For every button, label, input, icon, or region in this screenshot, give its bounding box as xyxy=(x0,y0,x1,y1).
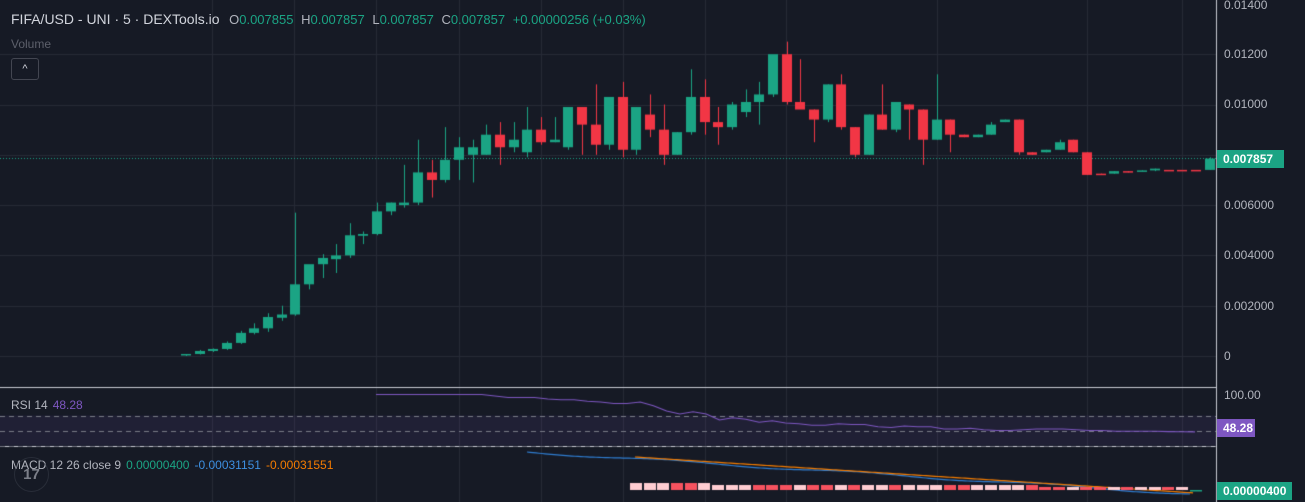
high-value: 0.007857 xyxy=(310,12,365,27)
change-value: +0.00000256 (+0.03%) xyxy=(512,12,646,27)
volume-label[interactable]: Volume xyxy=(11,37,52,51)
close-value: 0.007857 xyxy=(450,12,506,27)
last-price-tag: 0.007857 xyxy=(1217,150,1284,168)
rsi-legend: RSI 14 48.28 xyxy=(11,398,83,412)
chevron-up-icon: ^ xyxy=(22,63,28,75)
price-axis-label: 0.006000 xyxy=(1224,198,1275,212)
macd-value-tag: 0.00000400 xyxy=(1217,482,1292,500)
price-axis-label: 0 xyxy=(1224,349,1231,363)
collapse-legend-button[interactable]: ^ xyxy=(11,58,39,80)
macd-legend: MACD 12 26 close 9 0.00000400 -0.00031151-… xyxy=(11,458,333,472)
chart-legend: FIFA/USD - UNI · 5 · DEXTools.io O0.0078… xyxy=(11,11,650,27)
close-key: C xyxy=(441,12,451,27)
rsi-value-tag: 48.28 xyxy=(1217,419,1255,437)
rsi-axis-label: 100.00 xyxy=(1224,388,1261,402)
macd-hist-value: 0.00000400 xyxy=(126,458,190,472)
price-axis-label: 0.01400 xyxy=(1224,0,1268,12)
low-key: L xyxy=(372,12,380,27)
rsi-value: 48.28 xyxy=(52,398,83,412)
open-value: 0.007855 xyxy=(239,12,294,27)
price-axis-label: 0.002000 xyxy=(1224,299,1275,313)
low-value: 0.007857 xyxy=(379,12,434,27)
macd-signal-value: -0.00031551 xyxy=(265,458,334,472)
price-axis-label: 0.004000 xyxy=(1224,248,1275,262)
high-key: H xyxy=(301,12,311,27)
symbol-title[interactable]: FIFA/USD - UNI · 5 · DEXTools.io xyxy=(11,11,220,27)
open-key: O xyxy=(229,12,240,27)
macd-line-value: -0.00031151 xyxy=(194,458,261,472)
price-axis-label: 0.01200 xyxy=(1224,47,1268,61)
rsi-label[interactable]: RSI 14 xyxy=(11,398,48,412)
price-axis-label: 0.01000 xyxy=(1224,97,1268,111)
tradingview-logo-icon[interactable]: 17 xyxy=(14,457,49,492)
